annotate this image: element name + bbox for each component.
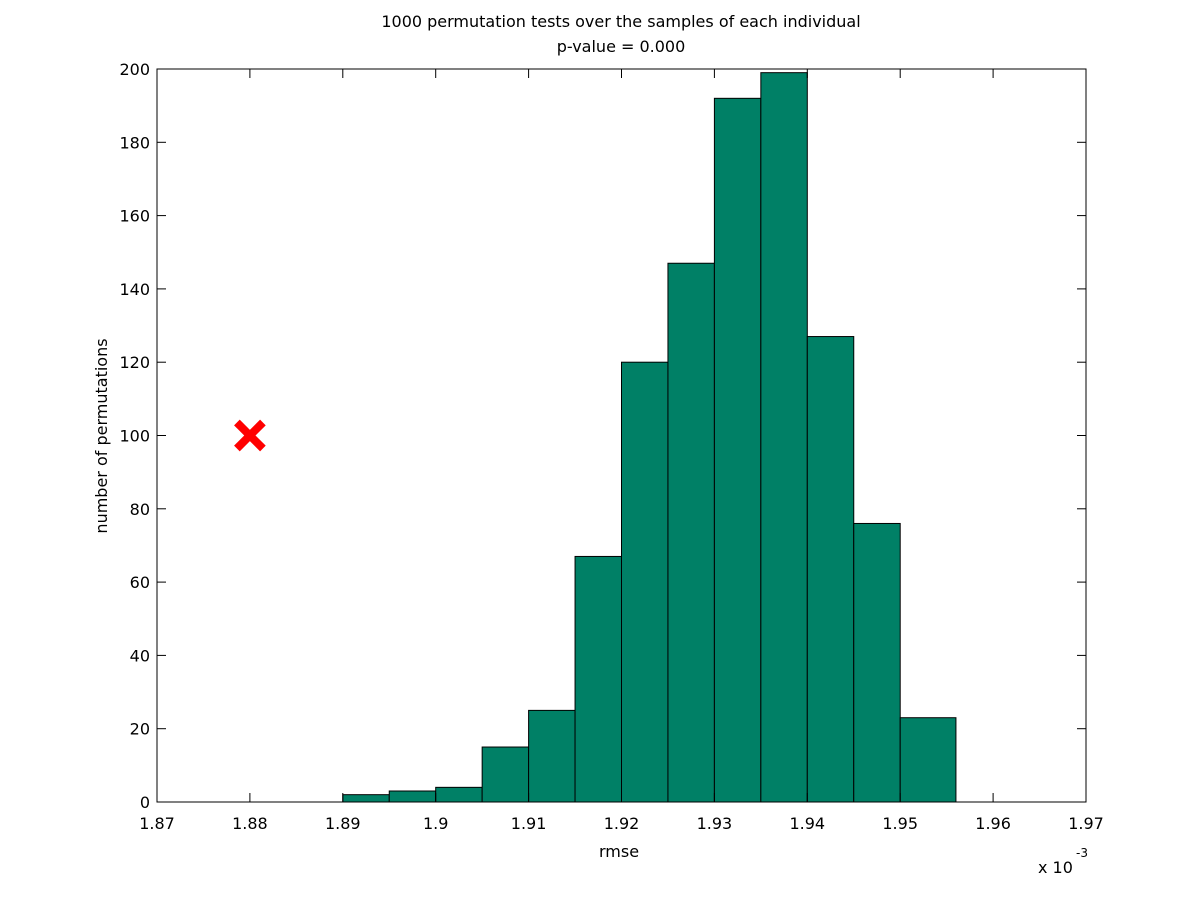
histogram-bar-2	[388, 790, 437, 803]
x-tick-label: 1.92	[604, 814, 640, 833]
histogram-bar-3	[435, 786, 483, 803]
x-axis-multiplier-exponent: -3	[1076, 846, 1088, 860]
x-tick-label: 1.87	[139, 814, 175, 833]
histogram-bar-10	[760, 72, 808, 803]
observed-marker-stroke-2	[234, 419, 266, 452]
histogram-bar-8	[667, 262, 715, 803]
x-tick-label: 1.96	[975, 814, 1011, 833]
y-tick-label: 120	[119, 353, 150, 372]
x-tick-label: 1.97	[1068, 814, 1104, 833]
x-tick-label: 1.91	[511, 814, 547, 833]
x-tick-label: 1.89	[325, 814, 361, 833]
histogram-bar-11	[806, 336, 855, 803]
y-tick-label: 140	[119, 280, 150, 299]
observed-marker	[234, 419, 266, 452]
y-tick-label: 160	[119, 207, 150, 226]
histogram-bar-9	[713, 97, 762, 803]
x-tick-label: 1.9	[423, 814, 448, 833]
histogram-bar-5	[528, 709, 576, 803]
histogram-bar-13	[899, 717, 957, 803]
x-tick-label: 1.93	[697, 814, 733, 833]
y-tick-label: 0	[140, 793, 150, 812]
y-tick-label: 80	[130, 500, 150, 519]
histogram-bar-4	[481, 746, 530, 803]
x-tick-label: 1.95	[882, 814, 918, 833]
y-axis-label: number of permutations	[92, 338, 111, 533]
histogram-bar-1	[342, 794, 390, 803]
y-tick-label: 200	[119, 60, 150, 79]
histogram-bar-7	[621, 361, 669, 803]
y-tick-label: 180	[119, 133, 150, 152]
x-axis-multiplier: x 10	[1038, 858, 1073, 877]
x-tick-label: 1.94	[789, 814, 825, 833]
x-axis-label: rmse	[599, 842, 639, 861]
chart-title: 1000 permutation tests over the samples …	[381, 12, 860, 31]
ticks-group: 1.87 1.88 1.89 1.9 1.91 1.92 1.93 1.94 1.95 1.96 1…	[119, 60, 1103, 833]
plot-frame	[156, 68, 1087, 803]
y-tick-label: 100	[119, 427, 150, 446]
histogram-bar-12	[853, 522, 901, 803]
chart-subtitle: p-value = 0.000	[557, 37, 686, 56]
y-tick-label: 20	[130, 720, 150, 739]
y-tick-label: 60	[130, 573, 150, 592]
y-tick-label: 40	[130, 646, 150, 665]
bars-group	[342, 72, 957, 803]
x-tick-label: 1.88	[232, 814, 268, 833]
histogram-bar-6	[574, 555, 622, 803]
